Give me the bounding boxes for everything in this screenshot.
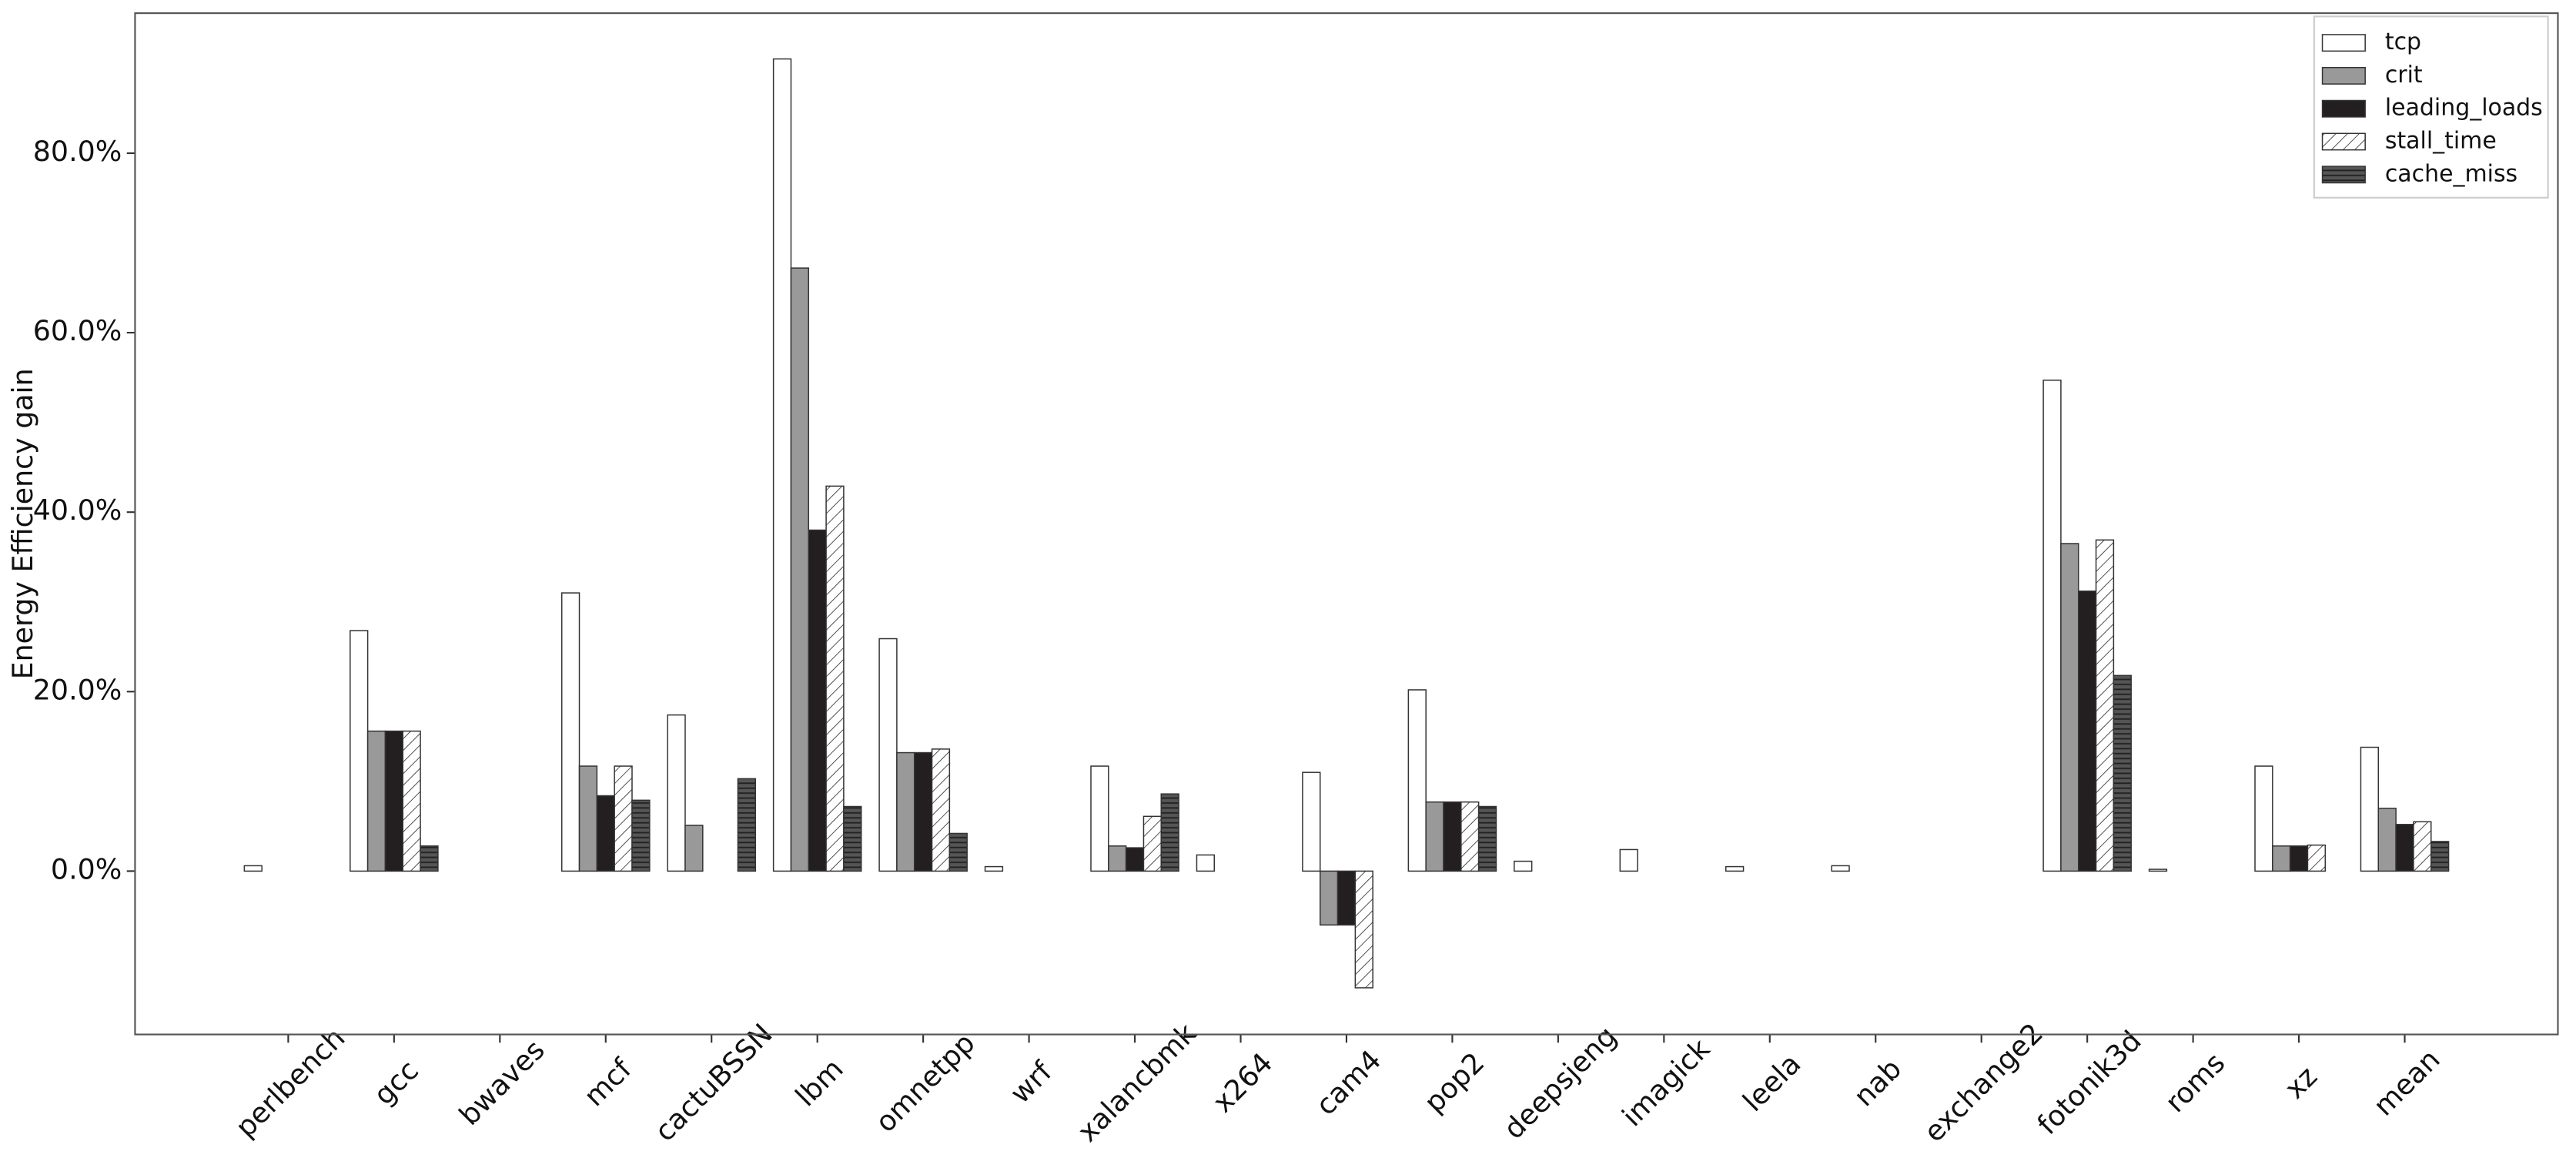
- x-tick-label: cam4: [1310, 1043, 1388, 1122]
- x-tick-label: mean: [2367, 1042, 2446, 1122]
- legend-label: crit: [2385, 62, 2423, 89]
- y-tick-label: 0.0%: [51, 852, 122, 885]
- x-tick-label: pop2: [1417, 1046, 1490, 1119]
- x-tick-label: deepsjeng: [1497, 1019, 1624, 1146]
- bar: [1425, 801, 1444, 872]
- bar: [2254, 765, 2273, 872]
- bar: [2289, 845, 2309, 872]
- bar: [1831, 865, 1850, 872]
- bar: [1090, 765, 1109, 872]
- bar: [2430, 841, 2450, 872]
- bar: [948, 832, 968, 872]
- bar: [2042, 380, 2062, 872]
- bar: [2272, 845, 2291, 872]
- x-tick-label: perlbench: [229, 1021, 351, 1143]
- x-tick-label: lbm: [789, 1052, 850, 1113]
- y-tick-label: 20.0%: [33, 673, 122, 706]
- bar: [2148, 868, 2168, 872]
- bar: [984, 865, 1004, 872]
- bar: [896, 751, 915, 872]
- bar: [1725, 865, 1745, 872]
- bar: [1514, 860, 1533, 872]
- bar: [578, 765, 598, 872]
- legend-swatch: [2321, 66, 2366, 85]
- y-tick-label: 80.0%: [33, 135, 122, 168]
- x-tick-label: roms: [2159, 1046, 2232, 1119]
- bar: [2077, 590, 2097, 872]
- bar: [667, 714, 686, 872]
- legend-label: leading_loads: [2385, 95, 2543, 122]
- bar: [366, 730, 386, 872]
- bar: [2360, 746, 2380, 872]
- x-tick-label: gcc: [367, 1053, 425, 1111]
- bar: [1142, 815, 1163, 872]
- bar: [1319, 870, 1339, 926]
- bar: [1108, 845, 1127, 872]
- x-tick-label: cactuBSSN: [648, 1017, 779, 1148]
- legend-label: cache_miss: [2385, 160, 2517, 187]
- x-tick-label: wrf: [1004, 1055, 1059, 1110]
- legend-swatch: [2321, 34, 2366, 52]
- bar: [2060, 543, 2079, 872]
- bar: [1460, 801, 1480, 872]
- plot-frame: [134, 12, 2559, 1036]
- bar: [808, 529, 827, 872]
- bar: [737, 778, 757, 872]
- x-tick-label: nab: [1847, 1053, 1908, 1113]
- bar: [1619, 848, 1638, 872]
- bar: [2395, 824, 2414, 872]
- x-tick-label: mcf: [577, 1052, 638, 1113]
- x-tick-label: x264: [1206, 1046, 1280, 1119]
- bar: [1407, 689, 1427, 872]
- x-tick-label: omnetpp: [869, 1026, 982, 1139]
- legend-swatch: [2321, 166, 2366, 184]
- bar: [384, 730, 404, 872]
- bar: [1337, 870, 1357, 926]
- x-tick-label: exchange2: [1917, 1016, 2049, 1149]
- bar: [402, 730, 421, 872]
- y-tick-label: 60.0%: [33, 314, 122, 347]
- bar: [350, 630, 369, 872]
- legend-label: stall_time: [2385, 127, 2497, 154]
- legend-label: tcp: [2385, 28, 2421, 55]
- bar: [631, 799, 651, 872]
- bar: [2413, 821, 2432, 872]
- bar: [1160, 793, 1179, 872]
- x-tick-label: leela: [1736, 1047, 1807, 1118]
- bar: [420, 845, 439, 872]
- x-tick-label: xalancbmk: [1071, 1016, 1203, 1148]
- y-axis-label: Energy Efficiency gain: [6, 368, 39, 679]
- plot: Energy Efficiency gain 0.0% 20.0% 40.0% 60.…: [6, 12, 2559, 1149]
- bar: [843, 805, 862, 872]
- bar: [2307, 844, 2327, 872]
- x-tick-label: bwaves: [453, 1033, 551, 1132]
- bar: [1196, 854, 1216, 872]
- x-tick-label: imagick: [1615, 1032, 1716, 1133]
- bar: [931, 748, 951, 872]
- bar: [1477, 805, 1497, 872]
- bar: [1125, 847, 1145, 872]
- bar: [2095, 539, 2115, 872]
- x-tick-label: fotonik3d: [2031, 1024, 2148, 1141]
- legend-swatch: [2321, 99, 2366, 118]
- bar: [560, 592, 580, 872]
- x-tick-label: xz: [2278, 1059, 2323, 1105]
- legend-swatch: [2321, 132, 2366, 151]
- bar: [825, 485, 845, 872]
- bar: [2113, 674, 2132, 872]
- bar: [790, 267, 810, 872]
- bar: [596, 795, 615, 872]
- bar: [614, 765, 633, 872]
- bar: [772, 58, 792, 872]
- bar: [878, 638, 898, 872]
- bar: [1302, 771, 1321, 872]
- bar: [684, 825, 704, 872]
- bar: [1443, 801, 1462, 872]
- bar: [1354, 870, 1373, 989]
- y-tick-label: 40.0%: [33, 494, 122, 527]
- bar: [2377, 808, 2397, 872]
- bar: [913, 751, 933, 872]
- bar: [243, 865, 263, 872]
